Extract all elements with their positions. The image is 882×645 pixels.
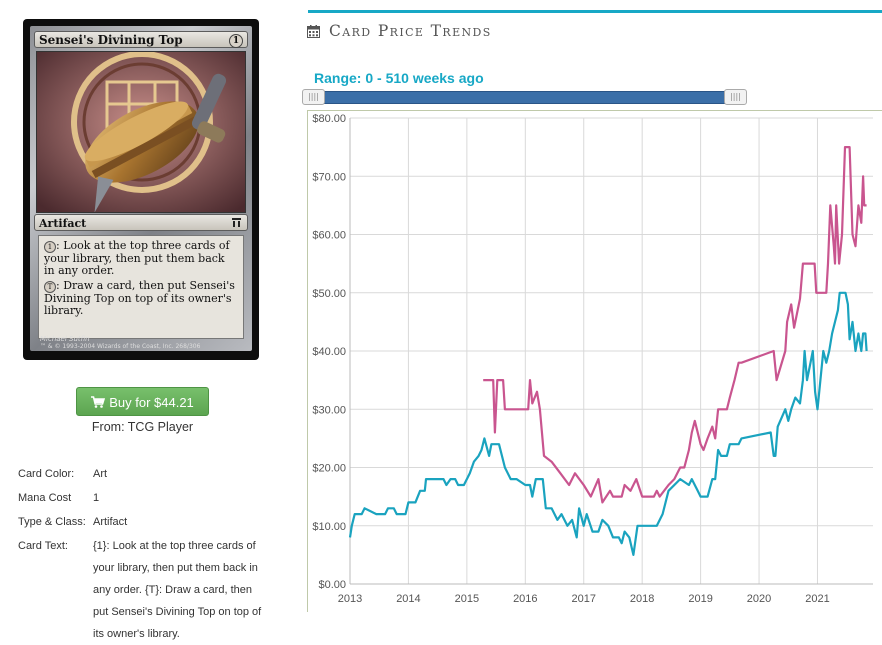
y-tick-label: $80.00: [312, 113, 346, 125]
series-line-1: [483, 146, 867, 504]
y-tick-label: $70.00: [312, 171, 346, 183]
chart-title: Card Price Trends: [307, 22, 492, 40]
card-mana-cost: 1: [229, 34, 243, 48]
chart-frame: [307, 110, 882, 612]
x-tick-label: 2017: [572, 593, 596, 605]
card-details: Card Color: Art Mana Cost 1 Type & Class…: [18, 463, 268, 645]
range-label: Range: 0 - 510 weeks ago: [314, 70, 484, 86]
buy-source: From: TCG Player: [91, 420, 194, 434]
card-ability-2: T: Draw a card, then put Sensei's Divini…: [44, 280, 238, 317]
x-tick-label: 2019: [688, 593, 712, 605]
card-copyright: ™ & © 1993-2004 Wizards of the Coast, In…: [40, 343, 201, 350]
card-artist: Michael Sutfin: [40, 335, 90, 343]
shopping-cart-icon: [91, 396, 106, 408]
detail-value: Art: [93, 468, 108, 480]
x-tick-label: 2021: [805, 593, 829, 605]
card-name: Sensei's Divining Top: [39, 33, 183, 47]
card-footer: Michael Sutfin ™ & © 1993-2004 Wizards o…: [40, 335, 246, 351]
card-type-line: Artifact: [39, 217, 87, 230]
detail-label: Type & Class:: [18, 516, 86, 528]
card-frame: Sensei's Divining Top 1: [30, 26, 252, 351]
card-ability-1: 1: Look at the top three cards of your l…: [44, 240, 238, 277]
detail-value: {1}: Look at the top three cards of your…: [93, 540, 262, 640]
x-tick-label: 2018: [630, 593, 654, 605]
x-tick-label: 2014: [396, 593, 420, 605]
detail-label: Card Color:: [18, 468, 75, 480]
y-tick-label: $40.00: [312, 346, 346, 358]
y-tick-label: $30.00: [312, 404, 346, 416]
detail-row-type: Type & Class: Artifact: [18, 511, 268, 535]
detail-value: Artifact: [93, 516, 128, 528]
detail-row-color: Card Color: Art: [18, 463, 268, 487]
series-line-2: [348, 291, 868, 556]
y-tick-label: $60.00: [312, 230, 346, 242]
y-tick-label: $0.00: [318, 579, 346, 591]
x-tick-label: 2013: [338, 593, 362, 605]
calendar-icon: [307, 25, 320, 38]
y-tick-label: $20.00: [312, 463, 346, 475]
set-symbol-icon: [232, 218, 241, 227]
card-ability-2-text: : Draw a card, then put Sensei's Divinin…: [44, 279, 235, 317]
detail-label: Card Text:: [18, 540, 68, 552]
x-tick-label: 2015: [455, 593, 479, 605]
y-tick-label: $50.00: [312, 288, 346, 300]
buy-button-label: Buy for $44.21: [109, 395, 194, 410]
buy-button[interactable]: Buy for $44.21: [76, 387, 209, 416]
card-image: Sensei's Divining Top 1: [23, 19, 259, 360]
detail-row-mana-cost: Mana Cost 1: [18, 487, 268, 511]
range-slider-handle-start[interactable]: ||||: [302, 89, 325, 105]
card-rules-text: 1: Look at the top three cards of your l…: [38, 235, 244, 339]
card-name-bar: Sensei's Divining Top 1: [34, 31, 248, 48]
x-tick-label: 2016: [513, 593, 537, 605]
detail-value: 1: [93, 492, 100, 504]
range-slider-track[interactable]: [302, 91, 746, 104]
range-slider-handle-end[interactable]: ||||: [724, 89, 747, 105]
x-tick-label: 2020: [747, 593, 771, 605]
chart-title-text: Card Price Trends: [329, 22, 492, 40]
card-type-bar: Artifact: [34, 214, 248, 231]
section-divider: [308, 10, 882, 13]
detail-row-card-text: Card Text: {1}: Look at the top three ca…: [18, 535, 268, 645]
price-chart: $0.00 $10.00 $20.00 $30.00 $40.00 $50.00 $60.0…: [312, 113, 873, 605]
detail-label: Mana Cost: [18, 492, 72, 504]
y-tick-label: $10.00: [312, 521, 346, 533]
card-artwork: [36, 51, 246, 213]
card-ability-1-text: : Look at the top three cards of your li…: [44, 239, 230, 277]
